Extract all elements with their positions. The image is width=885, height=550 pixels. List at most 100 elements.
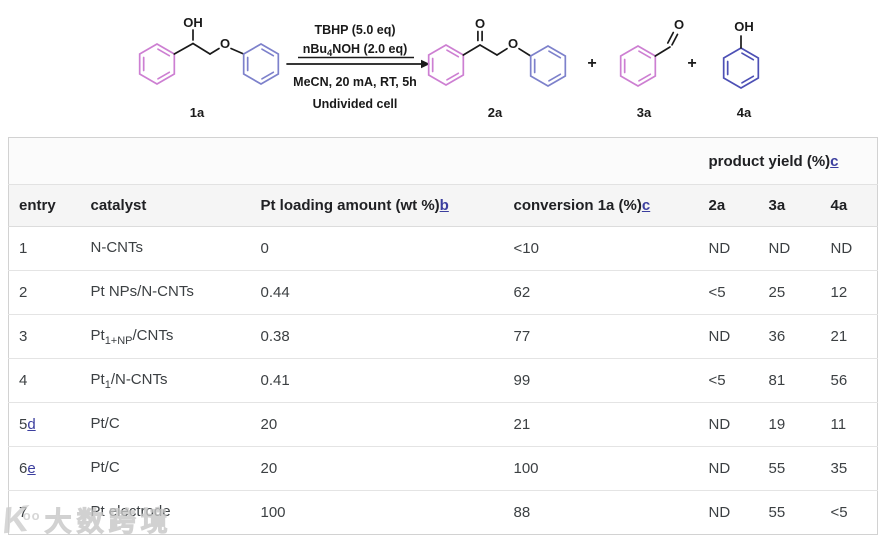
- product-4a-structure: OH 4a: [722, 19, 760, 120]
- table-row: 7 Pt electrode 100 88 ND 55 <5: [8, 490, 878, 535]
- table-row: 5d Pt/C 20 21 ND 19 11: [8, 402, 878, 447]
- benzene-ring-dark-blue: [722, 47, 760, 89]
- header-conversion: conversion 1a (%)c: [503, 184, 699, 227]
- cell-yield-3a: 55: [758, 446, 821, 491]
- header-3a: 3a: [758, 184, 821, 227]
- plus-sign: +: [587, 55, 596, 72]
- catalyst-name: Pt: [90, 326, 105, 344]
- catalyst-name: Pt NPs/N-CNTs: [90, 282, 194, 300]
- table-row: 6e Pt/C 20 100 ND 55 35: [8, 446, 878, 491]
- cell-conversion: <10: [503, 226, 699, 271]
- cell-entry: 4: [8, 358, 81, 403]
- reactant-1a-structure: OH O 1a: [138, 15, 280, 120]
- header-conversion-label: conversion 1a (%): [513, 197, 642, 214]
- cell-yield-2a: <5: [698, 358, 759, 403]
- cell-conversion: 99: [503, 358, 699, 403]
- cell-loading: 0.44: [250, 270, 504, 315]
- cell-yield-4a: ND: [820, 226, 878, 271]
- header-2a: 2a: [698, 184, 759, 227]
- cell-yield-2a: ND: [698, 226, 759, 271]
- benzene-ring-pink: [138, 43, 176, 85]
- cell-yield-4a: 56: [820, 358, 878, 403]
- cell-yield-4a: 12: [820, 270, 878, 315]
- table-row: 3 Pt1+NP/CNTs 0.38 77 ND 36 21: [8, 314, 878, 359]
- ether-oxygen-label: O: [508, 36, 518, 51]
- header-spacer: [8, 137, 699, 185]
- cell-catalyst: Pt electrode: [80, 490, 251, 535]
- cell-yield-4a: 11: [820, 402, 878, 447]
- benzene-ring-blue: [529, 45, 567, 87]
- condition-line-4: Undivided cell: [313, 97, 398, 111]
- aldehyde-oxygen-label: O: [674, 17, 684, 32]
- entry-number: 1: [19, 240, 28, 257]
- header-pt-loading: Pt loading amount (wt %)b: [250, 184, 504, 227]
- cell-entry: 1: [8, 226, 81, 271]
- cell-yield-4a: 21: [820, 314, 878, 359]
- cell-loading: 0.38: [250, 314, 504, 359]
- catalyst-name: Pt electrode: [90, 502, 171, 520]
- plus-sign: +: [687, 55, 696, 72]
- footnote-link-c[interactable]: c: [641, 197, 651, 214]
- cell-conversion: 77: [503, 314, 699, 359]
- condition-line-3: MeCN, 20 mA, RT, 5h: [293, 75, 417, 89]
- entry-number: 4: [19, 372, 28, 389]
- table-header-group-row: product yield (%)c: [8, 137, 878, 185]
- footnote-link-b[interactable]: b: [439, 197, 449, 214]
- arrow-head: [421, 59, 430, 69]
- compound-label-1a: 1a: [190, 105, 205, 120]
- header-catalyst: catalyst: [80, 184, 251, 227]
- cell-catalyst: Pt/C: [80, 402, 251, 447]
- catalyst-suffix: /CNTs: [132, 326, 174, 344]
- catalyst-subscript: 1: [104, 378, 111, 391]
- product-2a-structure: O O 2a: [427, 16, 567, 120]
- cell-catalyst: Pt1/N-CNTs: [80, 358, 251, 403]
- cell-catalyst: Pt/C: [80, 446, 251, 491]
- cell-conversion: 88: [503, 490, 699, 535]
- table-header-row: entry catalyst Pt loading amount (wt %)b…: [8, 184, 878, 227]
- cell-entry: 7: [8, 490, 81, 535]
- cell-yield-4a: 35: [820, 446, 878, 491]
- cell-entry: 3: [8, 314, 81, 359]
- entry-number: 5: [19, 416, 28, 433]
- cell-entry: 2: [8, 270, 81, 315]
- cell-yield-2a: ND: [698, 402, 759, 447]
- cell-yield-4a: <5: [820, 490, 878, 535]
- entry-number: 2: [19, 284, 28, 301]
- footnote-link-c[interactable]: c: [830, 152, 839, 170]
- cell-yield-3a: 19: [758, 402, 821, 447]
- footnote-link-d[interactable]: d: [27, 416, 36, 433]
- results-table: product yield (%)c entry catalyst Pt loa…: [8, 137, 878, 535]
- condition-line-2: nBu4NOH (2.0 eq): [303, 42, 408, 59]
- table-row: 4 Pt1/N-CNTs 0.41 99 <5 81 56: [8, 358, 878, 403]
- cell-yield-2a: ND: [698, 314, 759, 359]
- header-product-yield: product yield (%)c: [698, 137, 878, 185]
- cell-loading: 0.41: [250, 358, 504, 403]
- entry-number: 6: [19, 460, 28, 477]
- reaction-arrow: TBHP (5.0 eq) nBu4NOH (2.0 eq) MeCN, 20 …: [286, 23, 430, 111]
- header-pt-loading-label: Pt loading amount (wt %): [260, 197, 440, 214]
- entry-number: 7: [19, 504, 28, 521]
- cell-catalyst: Pt NPs/N-CNTs: [80, 270, 251, 315]
- footnote-link-e[interactable]: e: [27, 460, 36, 477]
- phenol-oh-label: OH: [734, 19, 754, 34]
- cell-catalyst: N-CNTs: [80, 226, 251, 271]
- catalyst-name: Pt: [90, 370, 105, 388]
- cell-loading: 20: [250, 446, 504, 491]
- cell-yield-2a: <5: [698, 270, 759, 315]
- cell-loading: 20: [250, 402, 504, 447]
- catalyst-name: Pt/C: [90, 414, 120, 432]
- header-product-yield-label: product yield (%): [708, 152, 831, 170]
- results-table-container: product yield (%)c entry catalyst Pt loa…: [8, 137, 878, 535]
- compound-label-3a: 3a: [637, 105, 652, 120]
- benzene-ring-blue: [242, 43, 280, 85]
- catalyst-name: Pt/C: [90, 458, 120, 476]
- header-4a: 4a: [820, 184, 878, 227]
- hydroxyl-label: OH: [183, 15, 203, 30]
- header-entry: entry: [8, 184, 81, 227]
- compound-label-2a: 2a: [488, 105, 503, 120]
- cell-yield-2a: ND: [698, 490, 759, 535]
- catalyst-name: N-CNTs: [90, 238, 144, 256]
- reaction-scheme: OH O 1a TBHP (5.0 eq) nBu4NOH (2.0 eq) M…: [138, 15, 760, 120]
- cell-yield-3a: 81: [758, 358, 821, 403]
